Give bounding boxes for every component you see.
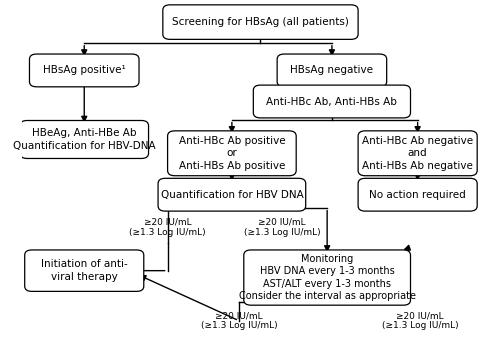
Text: ≥20 IU/mL
(≥1.3 Log IU/mL): ≥20 IU/mL (≥1.3 Log IU/mL)	[244, 218, 320, 237]
Text: ≥20 IU/mL
(≥1.3 Log IU/mL): ≥20 IU/mL (≥1.3 Log IU/mL)	[382, 311, 458, 330]
Text: ≥20 IU/mL
(≥1.3 Log IU/mL): ≥20 IU/mL (≥1.3 Log IU/mL)	[200, 311, 278, 330]
Text: No action required: No action required	[370, 190, 466, 200]
FancyBboxPatch shape	[24, 250, 144, 291]
Text: ≥20 IU/mL
(≥1.3 Log IU/mL): ≥20 IU/mL (≥1.3 Log IU/mL)	[130, 218, 206, 237]
Text: Quantification for HBV DNA: Quantification for HBV DNA	[160, 190, 304, 200]
FancyBboxPatch shape	[358, 131, 477, 176]
Text: Monitoring
HBV DNA every 1-3 months
AST/ALT every 1-3 months
Consider the interv: Monitoring HBV DNA every 1-3 months AST/…	[238, 254, 416, 301]
Text: HBeAg, Anti-HBe Ab
Quantification for HBV-DNA: HBeAg, Anti-HBe Ab Quantification for HB…	[13, 128, 156, 151]
FancyBboxPatch shape	[158, 178, 306, 211]
FancyBboxPatch shape	[163, 5, 358, 39]
FancyBboxPatch shape	[358, 178, 477, 211]
FancyBboxPatch shape	[20, 120, 148, 158]
Text: HBsAg positive¹: HBsAg positive¹	[43, 65, 126, 76]
Text: Screening for HBsAg (all patients): Screening for HBsAg (all patients)	[172, 17, 349, 27]
FancyBboxPatch shape	[168, 131, 296, 176]
Text: Anti-HBc Ab negative
and
Anti-HBs Ab negative: Anti-HBc Ab negative and Anti-HBs Ab neg…	[362, 136, 473, 171]
Text: Anti-HBc Ab positive
or
Anti-HBs Ab positive: Anti-HBc Ab positive or Anti-HBs Ab posi…	[178, 136, 285, 171]
Text: Anti-HBc Ab, Anti-HBs Ab: Anti-HBc Ab, Anti-HBs Ab	[266, 96, 398, 106]
Text: Initiation of anti-
viral therapy: Initiation of anti- viral therapy	[41, 260, 128, 282]
FancyBboxPatch shape	[277, 54, 386, 87]
FancyBboxPatch shape	[244, 250, 410, 305]
FancyBboxPatch shape	[254, 85, 410, 118]
Text: HBsAg negative: HBsAg negative	[290, 65, 374, 76]
FancyBboxPatch shape	[30, 54, 139, 87]
